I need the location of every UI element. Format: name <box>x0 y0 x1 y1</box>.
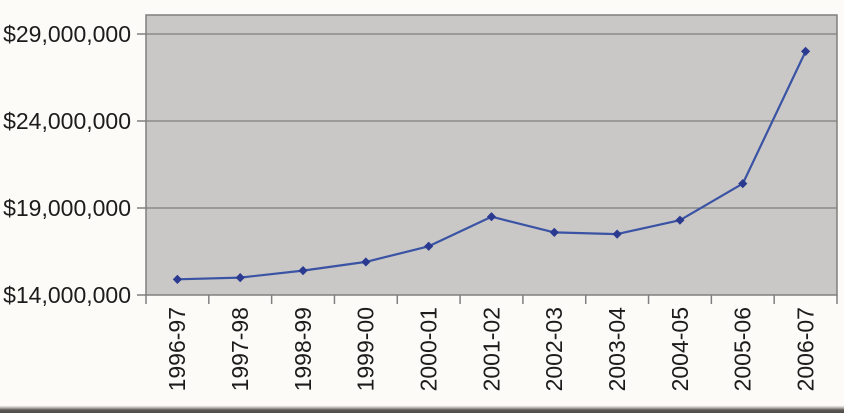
data-point-marker <box>172 274 183 284</box>
x-axis-label: 2003-04 <box>604 307 630 392</box>
data-point-marker <box>235 273 245 283</box>
y-axis-label: $19,000,000 <box>3 195 131 221</box>
y-axis-label: $24,000,000 <box>3 108 131 134</box>
x-axis-label: 1997-98 <box>227 307 253 391</box>
x-axis-label: 2006-07 <box>792 307 818 391</box>
x-axis-label: 1998-99 <box>290 307 316 391</box>
x-axis-label: 1996-97 <box>164 307 190 391</box>
plot-area <box>146 15 837 295</box>
data-point-marker <box>486 212 497 222</box>
page-bottom-divider <box>0 403 844 413</box>
data-point-marker <box>424 241 434 251</box>
plot-border <box>145 14 838 296</box>
data-point-marker <box>675 215 685 225</box>
x-axis-label: 2001-02 <box>478 307 504 391</box>
data-point-marker <box>612 229 622 239</box>
data-point-marker <box>800 46 811 56</box>
data-point-marker <box>298 266 308 276</box>
x-axis-label: 2004-05 <box>667 307 693 391</box>
x-axis-label: 2002-03 <box>541 307 567 391</box>
y-axis-label: $14,000,000 <box>3 282 131 308</box>
data-point-marker <box>549 227 559 237</box>
x-axis-label: 1999-00 <box>353 307 379 391</box>
data-point-marker <box>738 179 748 189</box>
y-axis-label: $29,000,000 <box>3 21 131 47</box>
x-axis-label: 2005-06 <box>730 307 756 391</box>
x-axis-label: 2000-01 <box>416 307 442 391</box>
data-point-marker <box>361 257 371 267</box>
